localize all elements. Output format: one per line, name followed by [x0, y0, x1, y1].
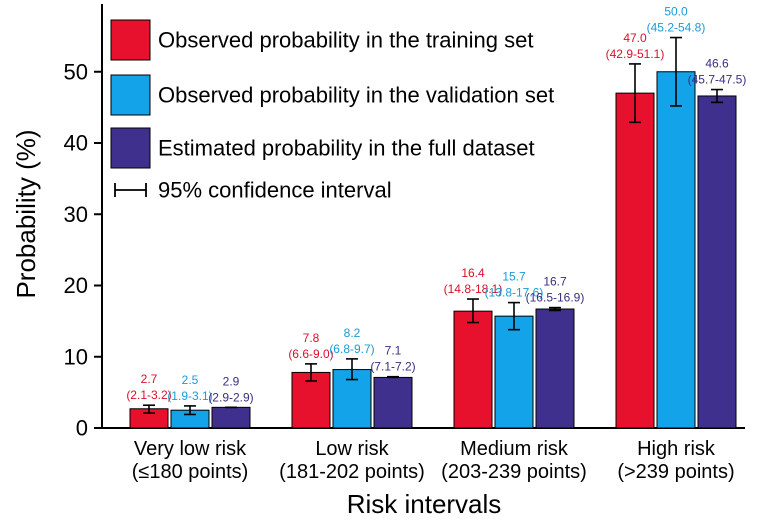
x-category-labels: Very low risk(≤180 points) Low risk(181-2…: [132, 438, 735, 483]
ci-label: (16.5-16.9): [526, 291, 585, 305]
legend-swatch: [110, 74, 151, 116]
y-tick-label: 0: [76, 416, 88, 441]
ci-label: (14.8-18.1): [444, 282, 503, 296]
x-category-sublabel: (>239 points): [617, 461, 734, 483]
ci-label: (1.9-3.1): [167, 389, 212, 403]
x-category-label: Medium risk: [460, 438, 569, 460]
y-axis-ticks: 0 10 20 30 40 50: [64, 59, 102, 441]
error-bars-group: [143, 36, 723, 416]
legend-swatch: [110, 127, 151, 169]
x-category-label: Low risk: [315, 438, 389, 460]
value-label: 2.5: [182, 373, 199, 387]
bar-labels-group: (2.1-3.2) 2.7 (1.9-3.1) 2.5 (2.9-2.9) 2.9 (6.6…: [126, 5, 746, 405]
bars-group: [129, 71, 737, 429]
value-label: 46.6: [705, 57, 729, 71]
x-axis-title: Risk intervals: [347, 489, 502, 519]
value-label: 2.9: [223, 374, 240, 388]
legend-label: Estimated probability in the full datase…: [158, 136, 535, 161]
x-category-sublabel: (203-239 points): [441, 461, 587, 483]
legend: Observed probability in the training set…: [110, 19, 554, 203]
ci-label: (45.7-47.5): [688, 73, 747, 87]
ci-label: (7.1-7.2): [370, 360, 415, 374]
value-label: 47.0: [623, 31, 647, 45]
ci-label: (13.8-17.6): [485, 286, 544, 300]
y-axis-title: Probability (%): [11, 129, 41, 298]
y-tick-label: 10: [64, 344, 88, 369]
value-label: 8.2: [344, 326, 361, 340]
y-tick-label: 50: [64, 59, 88, 84]
value-label: 2.7: [141, 372, 158, 386]
value-label: 15.7: [502, 270, 526, 284]
ci-label: (2.9-2.9): [208, 390, 253, 404]
ci-label: (42.9-51.1): [606, 47, 665, 61]
x-category-sublabel: (≤180 points): [132, 461, 249, 483]
value-label: 7.1: [385, 344, 402, 358]
y-tick-label: 20: [64, 273, 88, 298]
legend-label: Observed probability in the validation s…: [158, 83, 554, 108]
bar: [494, 315, 534, 429]
value-label: 16.4: [461, 266, 485, 280]
bar: [697, 95, 737, 429]
ci-label: (6.8-9.7): [329, 342, 374, 356]
value-label: 50.0: [664, 5, 688, 19]
bar: [211, 406, 251, 429]
bar: [656, 71, 696, 429]
bar: [615, 92, 655, 429]
bar: [373, 376, 413, 429]
value-label: 16.7: [543, 275, 567, 289]
bar: [453, 310, 493, 429]
ci-label: (45.2-54.8): [647, 21, 706, 35]
x-category-label: High risk: [637, 438, 716, 460]
x-category-label: Very low risk: [134, 438, 247, 460]
x-category-sublabel: (181-202 points): [279, 461, 425, 483]
ci-label: (6.6-9.0): [288, 347, 333, 361]
y-tick-label: 30: [64, 202, 88, 227]
legend-swatch: [110, 19, 151, 61]
y-tick-label: 40: [64, 131, 88, 156]
bar: [535, 308, 575, 429]
ci-label: (2.1-3.2): [126, 388, 171, 402]
value-label: 7.8: [303, 331, 320, 345]
legend-label: Observed probability in the training set: [158, 28, 533, 53]
legend-ci-label: 95% confidence interval: [158, 178, 392, 203]
